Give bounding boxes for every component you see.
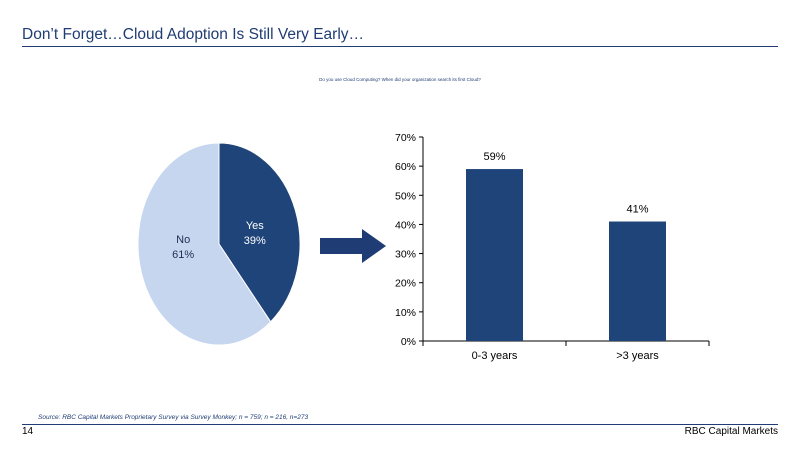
pie-label: Yes <box>246 220 264 232</box>
footer-divider <box>22 424 778 425</box>
pie-slice-yes <box>218 142 301 323</box>
source-note: Source: RBC Capital Markets Proprietary … <box>38 414 309 421</box>
pie-value-label: 39% <box>244 235 266 247</box>
survey-question: Do you use Cloud Computing? When did you… <box>319 77 481 82</box>
title-divider <box>22 46 778 47</box>
page-title: Don’t Forget…Cloud Adoption Is Still Ver… <box>22 26 365 43</box>
pie-label: No <box>176 234 190 246</box>
pie-value-label: 61% <box>172 249 194 261</box>
page-number: 14 <box>22 426 34 437</box>
brand-name: RBC Capital Markets <box>684 426 778 437</box>
pie-slice-no <box>137 142 272 346</box>
